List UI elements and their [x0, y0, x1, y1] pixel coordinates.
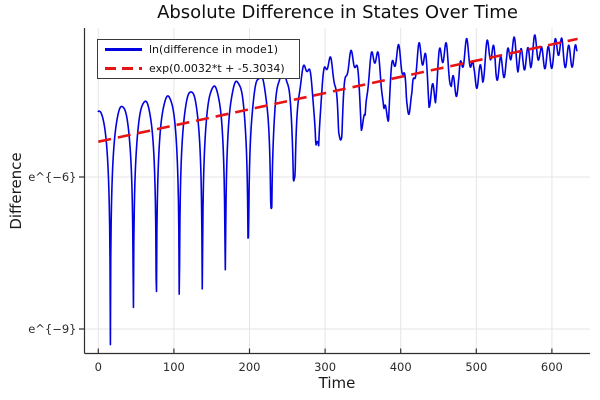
tick-marks — [79, 176, 553, 354]
y-axis-label: Difference — [7, 152, 25, 230]
fit-line-exponential — [98, 37, 578, 143]
x-tick-label: 400 — [390, 360, 412, 374]
series-layer — [97, 34, 578, 346]
x-tick-label: 500 — [465, 360, 487, 374]
x-tick-label: 100 — [163, 360, 185, 374]
x-tick-label: 600 — [541, 360, 563, 374]
legend-box: ln(difference in mode1) exp(0.0032*t + -… — [97, 39, 300, 79]
chart-title: Absolute Difference in States Over Time — [157, 2, 518, 23]
x-tick-label: 200 — [239, 360, 261, 374]
x-tick-label: 0 — [95, 360, 102, 374]
axes-frame — [83, 28, 590, 355]
legend-label-series: ln(difference in mode1) — [149, 43, 279, 56]
y-tick-label: e^{−6} — [28, 170, 76, 184]
legend-item-series: ln(difference in mode1) — [98, 40, 299, 59]
x-tick-label: 300 — [314, 360, 336, 374]
x-axis-label: Time — [318, 374, 356, 392]
legend-label-fit: exp(0.0032*t + -5.3034) — [149, 62, 285, 75]
legend-item-fit: exp(0.0032*t + -5.3034) — [98, 59, 299, 78]
solid-line-swatch-icon — [105, 48, 142, 51]
series-line-difference — [97, 34, 578, 346]
y-tick-label: e^{−9} — [28, 322, 76, 336]
dashed-line-swatch-icon — [105, 67, 142, 70]
tick-labels: 0 100 200 300 400 500 600 e^{−6} e^{−9} — [28, 170, 563, 374]
